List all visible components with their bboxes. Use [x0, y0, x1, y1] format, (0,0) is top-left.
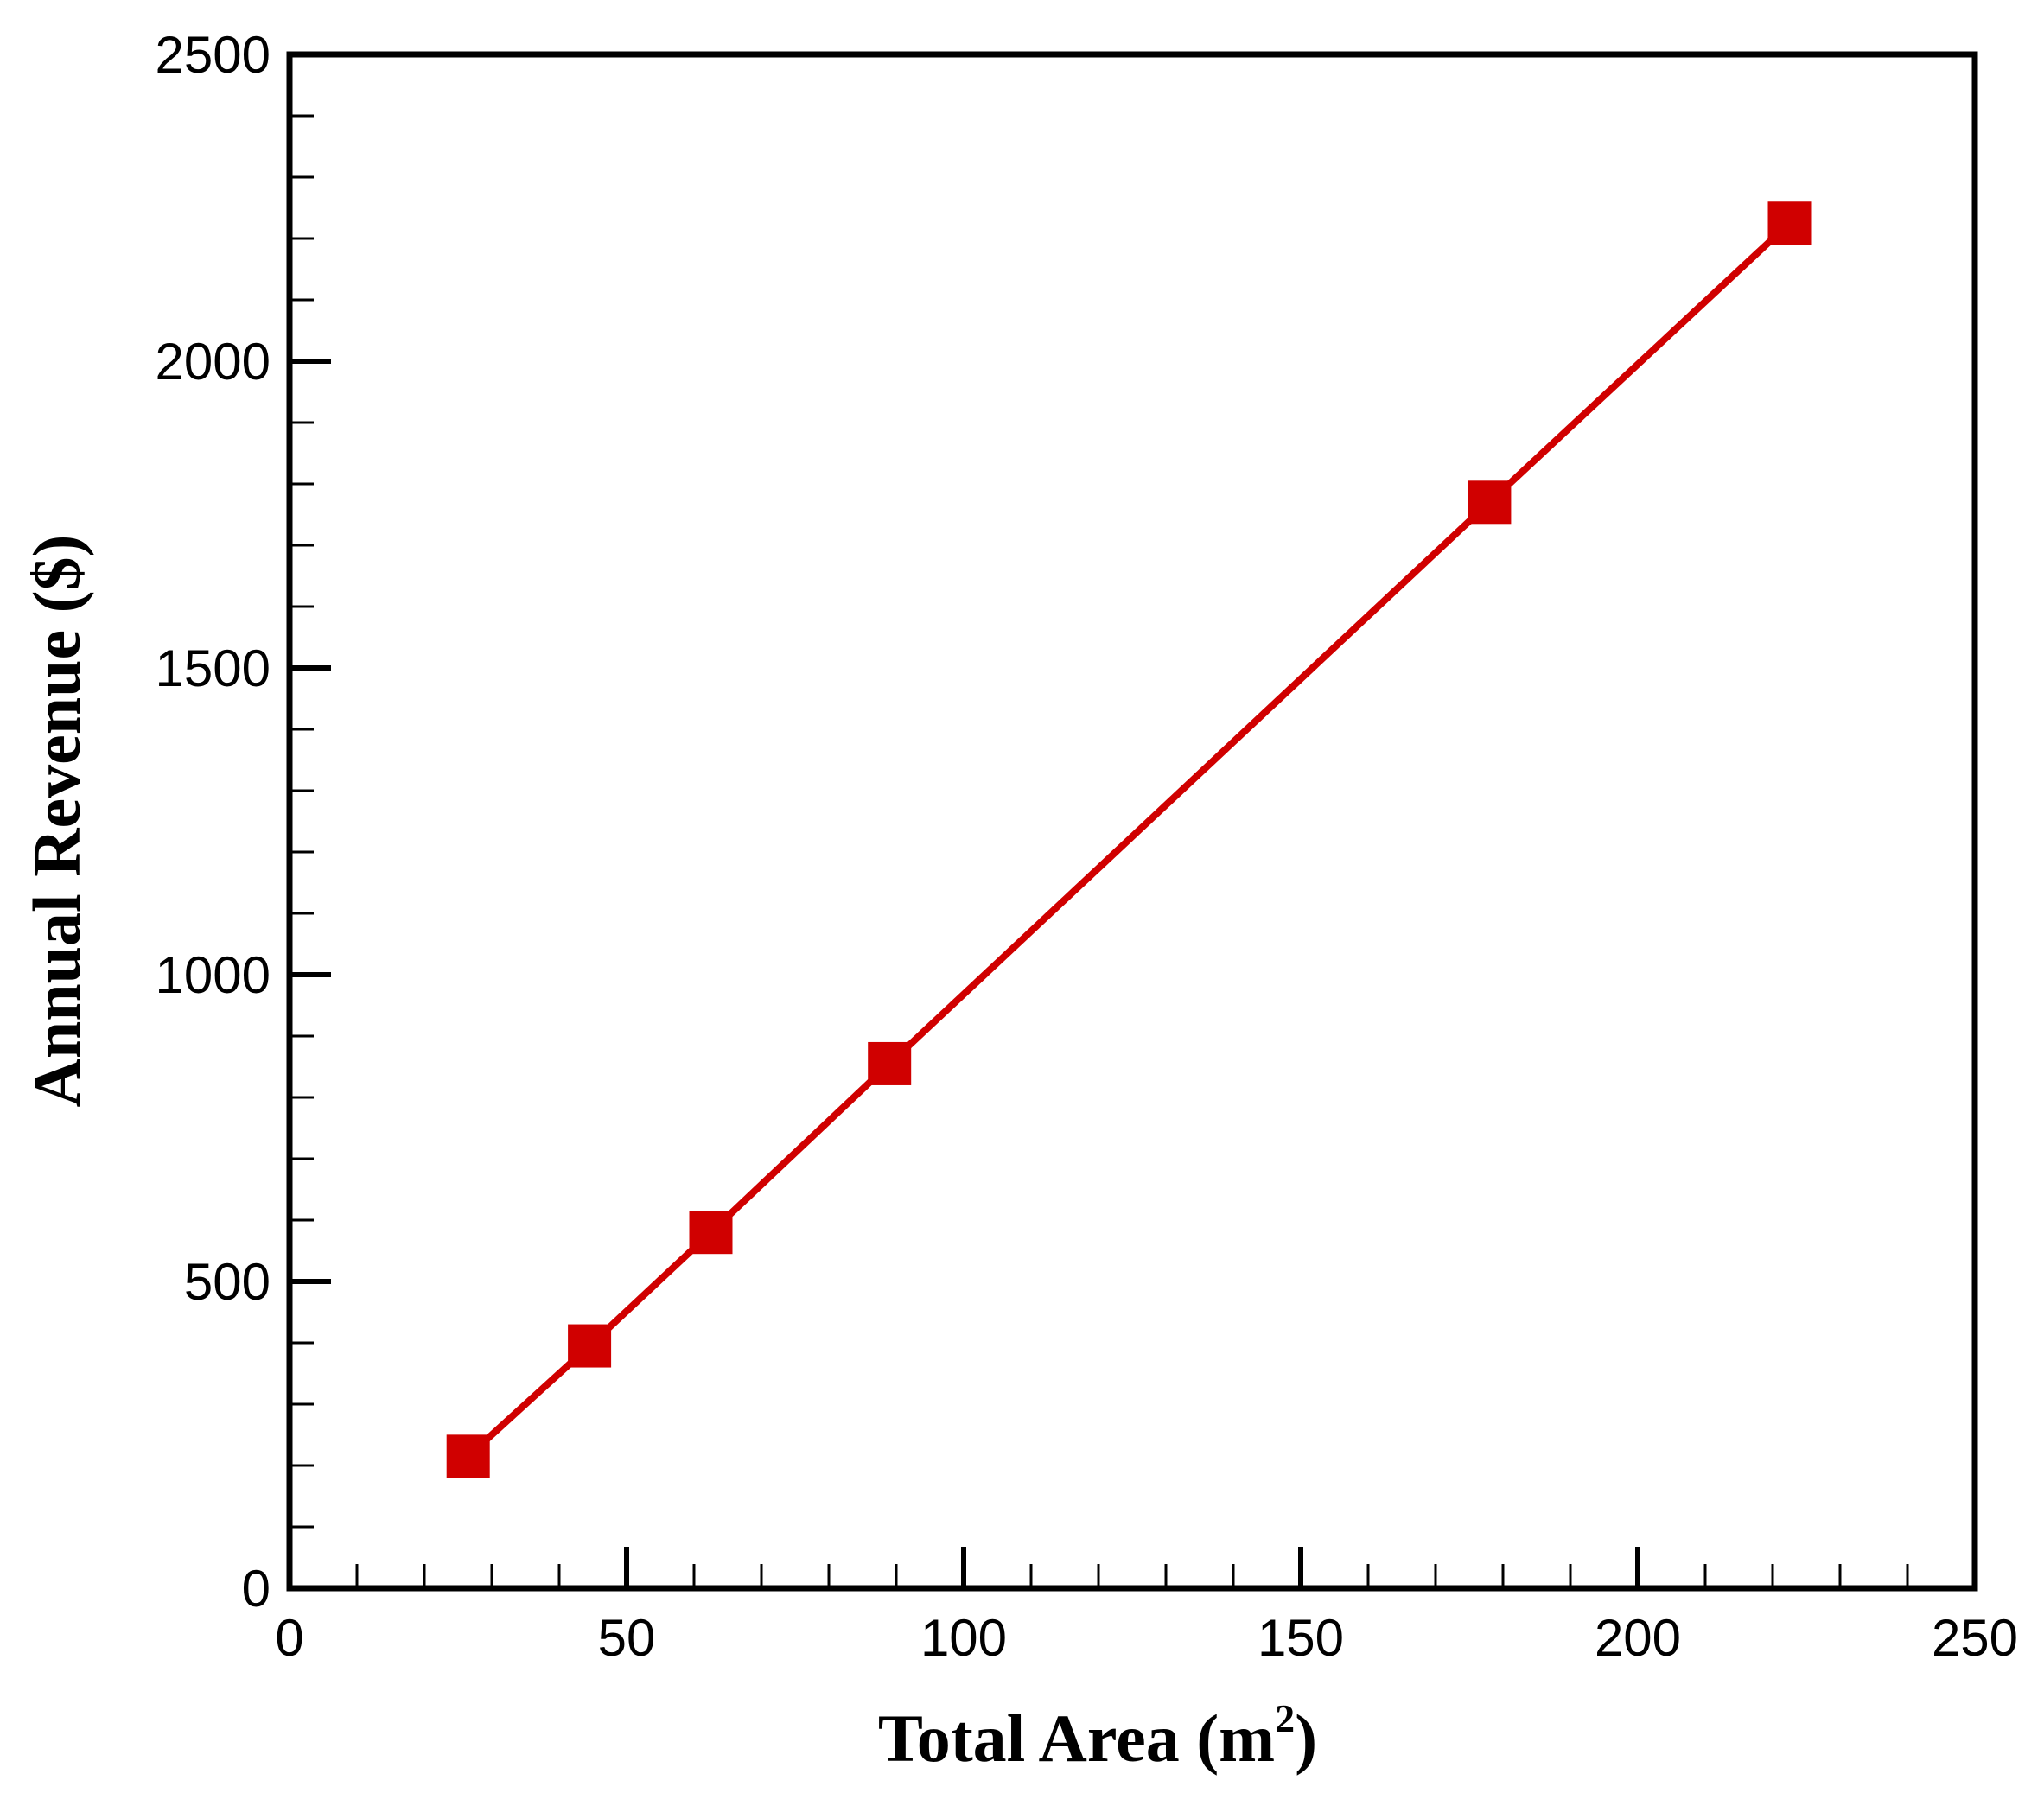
- y-axis-title: Annual Revenue ($): [19, 534, 94, 1107]
- y-tick-label: 0: [242, 1560, 271, 1618]
- y-tick-label: 1500: [156, 639, 271, 697]
- data-point-marker: [1468, 480, 1512, 525]
- x-axis-title: Total Area (m2): [878, 1696, 1317, 1776]
- data-series: [446, 201, 1812, 1478]
- series-line: [466, 220, 1792, 1459]
- x-tick-label: 0: [275, 1609, 303, 1667]
- x-tick-label: 250: [1932, 1609, 2018, 1667]
- x-tick-label: 50: [598, 1609, 656, 1667]
- axis-ticks: [287, 52, 1977, 1591]
- plot-frame: [286, 51, 1978, 1592]
- data-point-marker: [1767, 201, 1812, 245]
- y-tick-label: 2000: [156, 333, 271, 391]
- data-point-marker: [446, 1434, 490, 1478]
- x-axis-title-main: Total Area (m: [878, 1701, 1275, 1776]
- y-tick-label: 500: [184, 1253, 271, 1311]
- x-tick-label: 200: [1595, 1609, 1681, 1667]
- data-point-marker: [689, 1211, 733, 1255]
- x-tick-label: 100: [920, 1609, 1007, 1667]
- x-axis-title-close: ): [1295, 1701, 1317, 1776]
- y-tick-label: 1000: [156, 946, 271, 1004]
- x-axis-title-superscript: 2: [1275, 1696, 1295, 1740]
- data-point-marker: [868, 1041, 912, 1085]
- x-tick-label: 150: [1258, 1609, 1344, 1667]
- y-tick-label: 2500: [156, 26, 271, 84]
- data-point-marker: [568, 1324, 612, 1368]
